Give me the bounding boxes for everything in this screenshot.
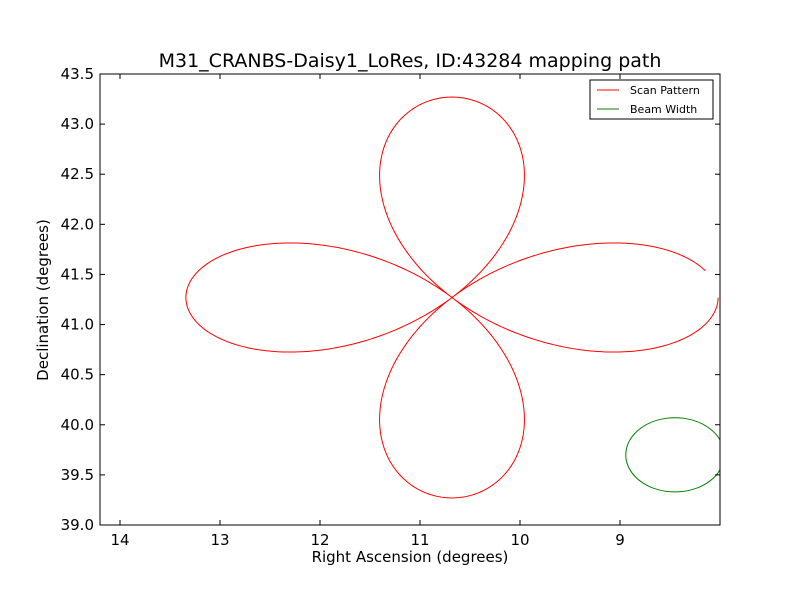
y-tick-label: 39.0 [61, 516, 94, 534]
y-tick-label: 41.5 [61, 265, 94, 283]
x-tick-label: 14 [110, 531, 129, 549]
plot-frame [99, 73, 721, 526]
x-axis-label: Right Ascension (degrees) [312, 548, 509, 566]
beam-width-circle [625, 417, 720, 493]
chart-title: M31_CRANBS-Daisy1_LoRes, ID:43284 mappin… [159, 50, 662, 72]
legend-label-beam-width: Beam Width [630, 103, 697, 116]
y-axis: 39.0 39.5 40.0 40.5 41.0 41.5 42.0 42.5 43.0 43.5 [61, 65, 720, 534]
plot-area [99, 73, 721, 526]
y-tick-label: 43.0 [61, 115, 94, 133]
x-axis: 14 13 12 11 10 9 [110, 74, 625, 549]
scan-pattern-line [185, 96, 719, 499]
y-tick-label: 42.5 [61, 165, 94, 183]
legend: Scan Pattern Beam Width [589, 79, 714, 120]
legend-label-scan-pattern: Scan Pattern [630, 84, 700, 97]
y-tick-label: 40.0 [61, 416, 94, 434]
y-tick-label: 40.5 [61, 366, 94, 384]
x-tick-label: 11 [410, 531, 429, 549]
x-tick-label: 9 [615, 531, 625, 549]
y-axis-label: Declination (degrees) [34, 219, 52, 381]
x-tick-label: 10 [510, 531, 529, 549]
x-tick-label: 12 [310, 531, 329, 549]
legend-box [589, 79, 714, 120]
y-tick-label: 42.0 [61, 215, 94, 233]
y-tick-label: 39.5 [61, 466, 94, 484]
y-tick-label: 43.5 [61, 65, 94, 83]
x-tick-label: 13 [210, 531, 229, 549]
y-tick-label: 41.0 [61, 316, 94, 334]
